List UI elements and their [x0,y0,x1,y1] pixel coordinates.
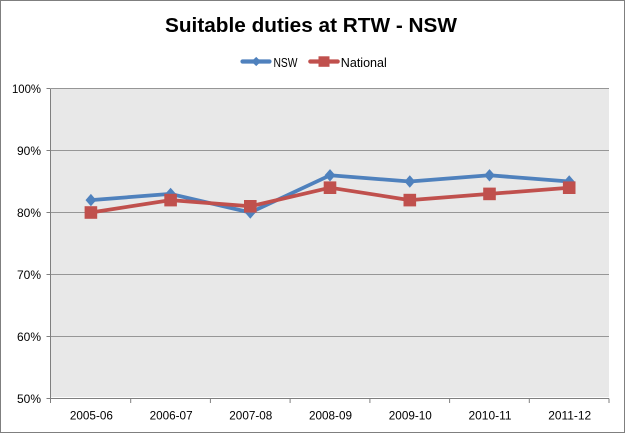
svg-text:2008-09: 2008-09 [309,409,352,423]
svg-text:Suitable duties at RTW - NSW: Suitable duties at RTW - NSW [165,15,457,37]
svg-text:2007-08: 2007-08 [229,409,272,423]
svg-text:NSW: NSW [274,55,299,70]
svg-text:80%: 80% [17,206,41,220]
svg-text:100%: 100% [12,82,41,96]
svg-text:70%: 70% [17,268,41,282]
svg-text:National: National [341,55,387,70]
svg-text:2005-06: 2005-06 [70,409,113,423]
svg-text:2010-11: 2010-11 [469,409,512,423]
svg-text:2006-07: 2006-07 [150,409,193,423]
svg-text:90%: 90% [17,144,41,158]
svg-text:2011-12: 2011-12 [548,409,591,423]
svg-text:50%: 50% [17,392,41,406]
svg-text:60%: 60% [17,330,41,344]
svg-text:2009-10: 2009-10 [389,409,432,423]
